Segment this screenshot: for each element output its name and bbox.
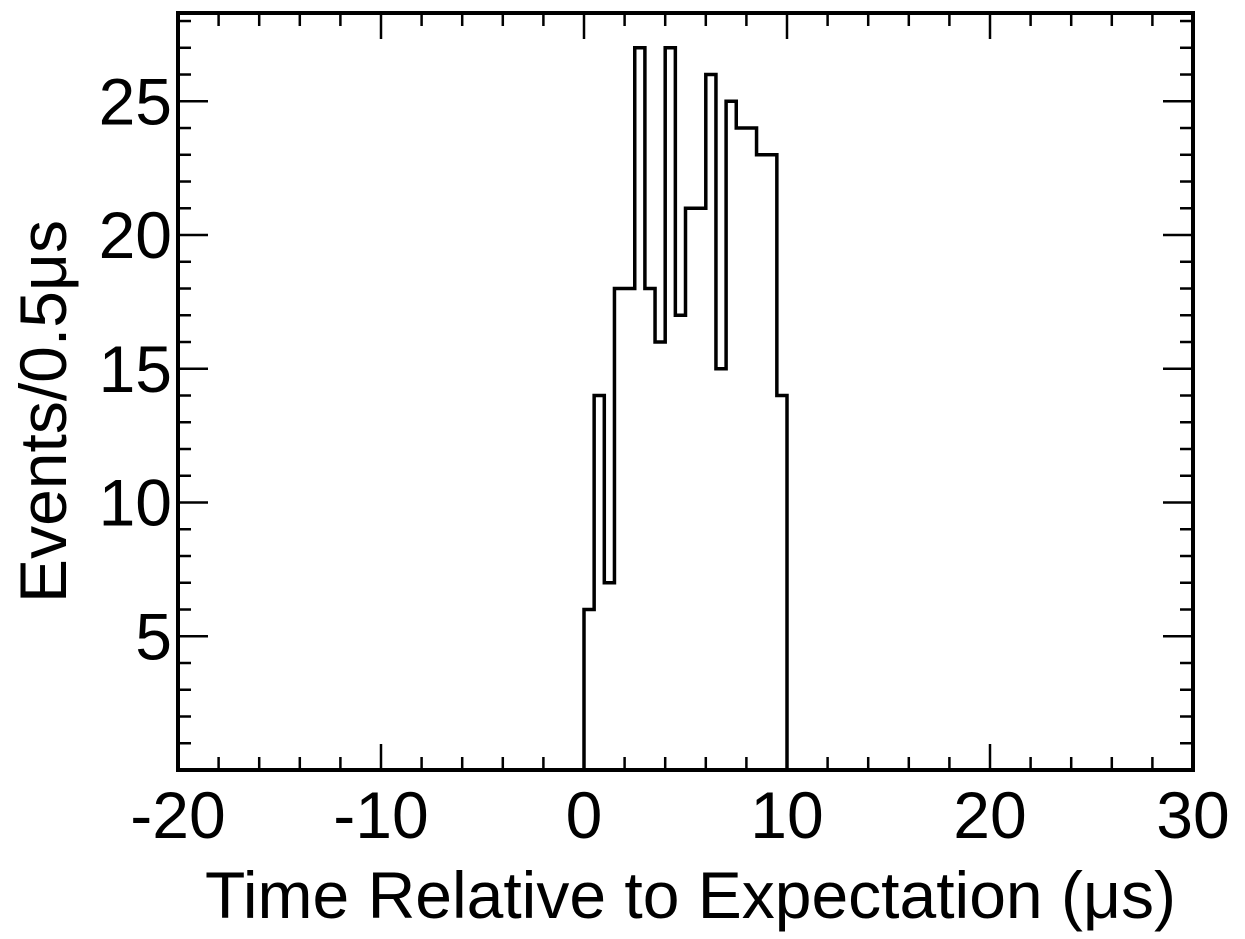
plot-area: [582, 46, 789, 770]
x-tick-label: 0: [566, 778, 603, 852]
x-axis-label: Time Relative to Expectation (μs): [205, 858, 1176, 932]
axis-ticks: [176, 13, 1195, 770]
x-tick-label: 30: [1156, 778, 1229, 852]
x-tick-label: -20: [130, 778, 225, 852]
x-tick-label: -10: [333, 778, 428, 852]
y-axis-label: Events/0.5μs: [6, 220, 80, 603]
histogram-series: [582, 46, 789, 770]
y-tick-label: 10: [99, 466, 172, 540]
axis-tick-labels: -20 -10 0 10 20 30 5 10 15 20 25: [99, 64, 1230, 852]
plot-frame: [176, 11, 1195, 772]
y-tick-label: 5: [135, 599, 172, 673]
x-tick-label: 10: [750, 778, 823, 852]
y-tick-label: 25: [99, 64, 172, 138]
y-tick-label: 20: [99, 198, 172, 272]
y-tick-label: 15: [99, 332, 172, 406]
x-tick-label: 20: [953, 778, 1026, 852]
